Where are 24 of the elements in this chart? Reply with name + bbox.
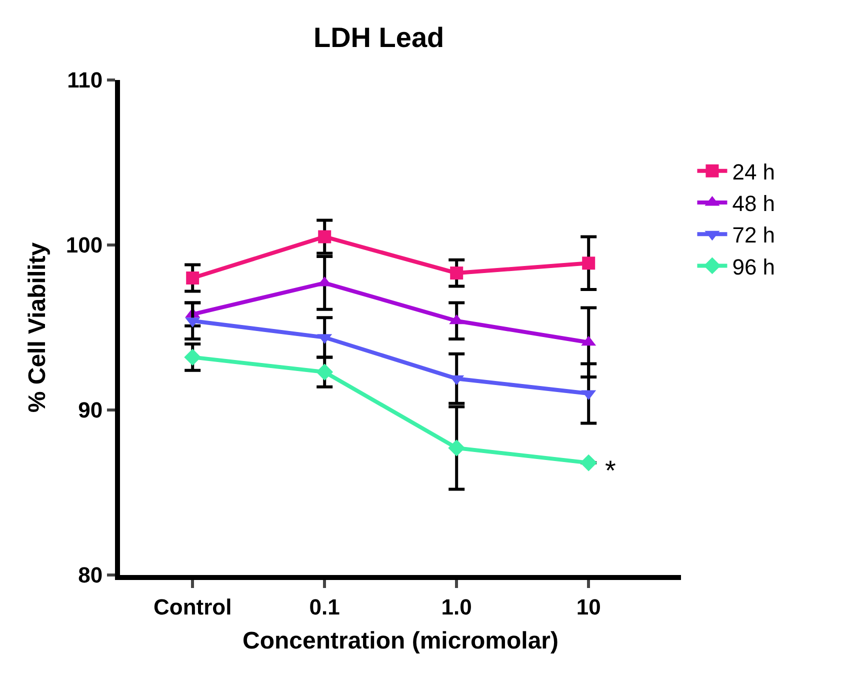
y-axis-title: % Cell Viability xyxy=(24,242,51,413)
legend-label: 96 h xyxy=(732,254,776,280)
point xyxy=(450,266,464,280)
x-tick-label: 0.1 xyxy=(309,594,340,620)
point xyxy=(582,256,596,270)
point xyxy=(318,230,332,244)
x-tick-label: 1.0 xyxy=(441,594,472,620)
legend-label: 24 h xyxy=(732,159,776,184)
annotation: * xyxy=(605,455,616,486)
point xyxy=(580,454,598,472)
y-tick-label: 90 xyxy=(78,398,103,423)
x-tick-label: 10 xyxy=(576,594,601,620)
y-tick-label: 110 xyxy=(67,68,103,93)
x-axis-title: Concentration (micromolar) xyxy=(242,628,559,655)
point xyxy=(316,364,334,380)
y-tick-label: 80 xyxy=(78,562,103,588)
y-tick-label: 100 xyxy=(66,232,103,258)
point xyxy=(448,440,466,456)
legend-label: 72 h xyxy=(732,222,776,248)
chart-title: LDH Lead xyxy=(313,22,444,53)
point xyxy=(184,348,202,366)
point xyxy=(186,272,200,284)
x-tick-label: Control xyxy=(154,594,232,620)
legend-label: 48 h xyxy=(732,191,776,216)
